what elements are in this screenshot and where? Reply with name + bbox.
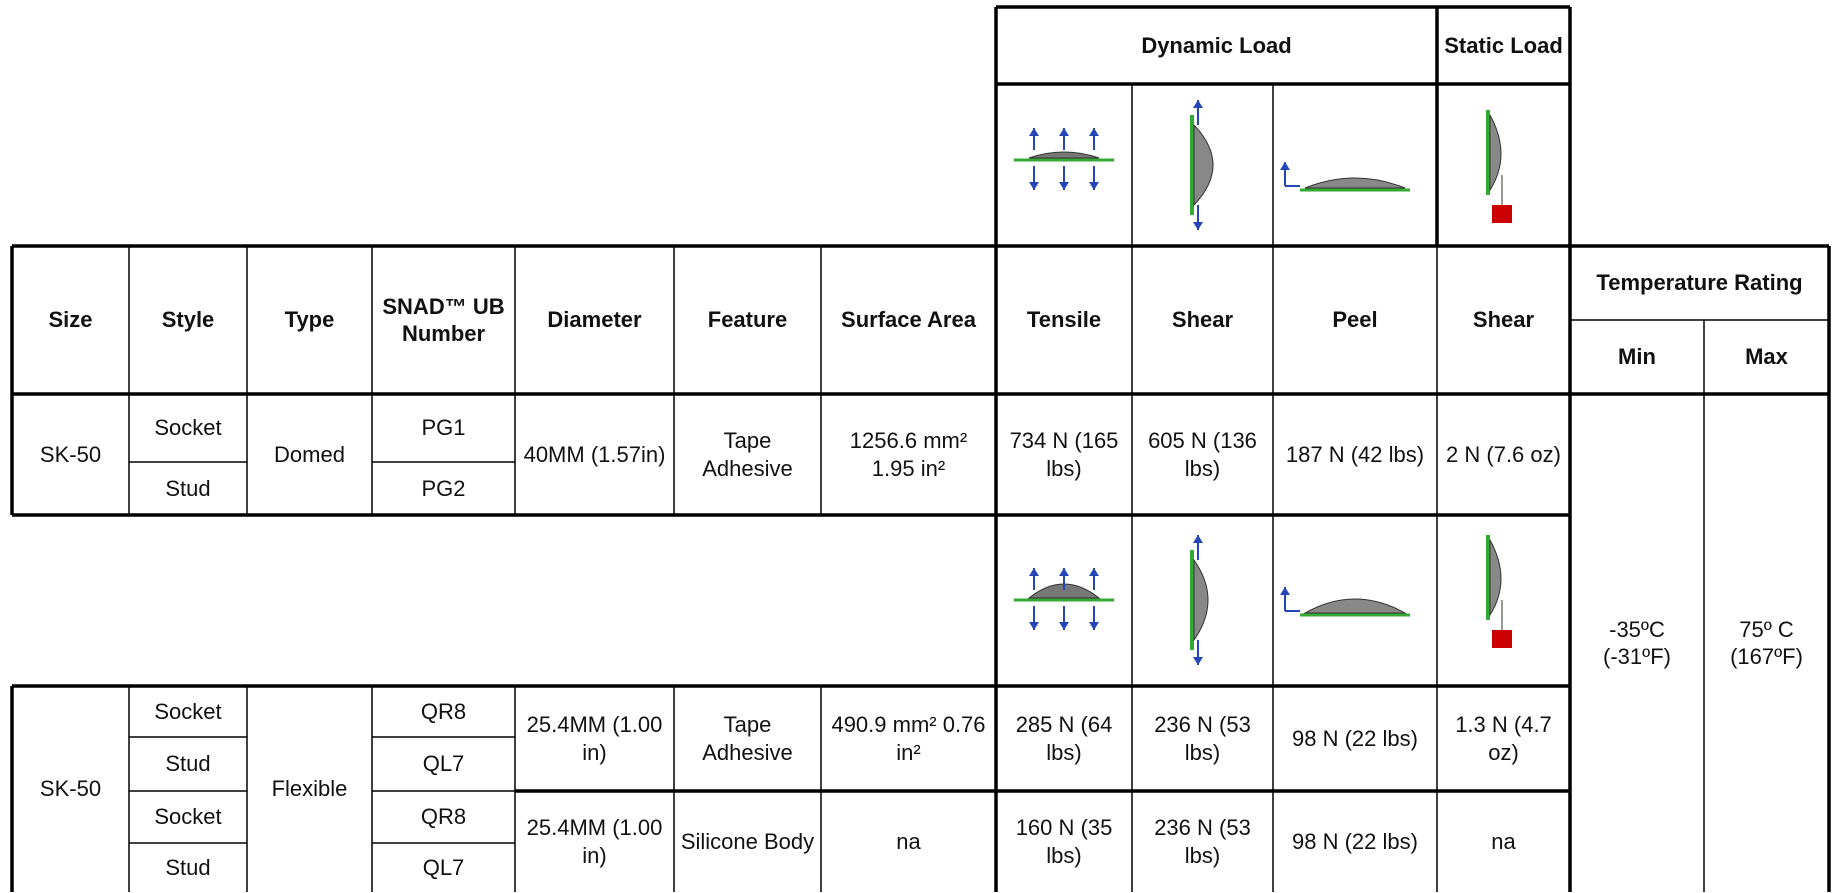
style: Stud — [129, 843, 247, 892]
column-header: Temperature Rating — [1570, 246, 1829, 320]
column-header: Min — [1570, 320, 1704, 394]
column-header: Style — [129, 246, 247, 394]
column-header: Shear — [1437, 246, 1570, 394]
feature: Tape Adhesive — [674, 686, 821, 791]
part-number: QL7 — [372, 737, 515, 791]
peel: 187 N (42 lbs) — [1273, 394, 1437, 515]
column-header: Size — [12, 246, 129, 394]
column-header: Max — [1704, 320, 1829, 394]
shear: 236 N (53 lbs) — [1132, 686, 1273, 791]
temperature-max: 75º C (167ºF) — [1704, 394, 1829, 892]
diameter: 40MM (1.57in) — [515, 394, 674, 515]
shear: 236 N (53 lbs) — [1132, 791, 1273, 892]
column-header: Peel — [1273, 246, 1437, 394]
style: Stud — [129, 737, 247, 791]
load-icon — [1280, 162, 1410, 190]
style: Socket — [129, 686, 247, 737]
diameter: 25.4MM (1.00 in) — [515, 791, 674, 892]
tensile: 734 N (165 lbs) — [996, 394, 1132, 515]
temperature-min: -35ºC (-31ºF) — [1570, 394, 1704, 892]
peel: 98 N (22 lbs) — [1273, 686, 1437, 791]
column-header: Diameter — [515, 246, 674, 394]
surface-area: na — [821, 791, 996, 892]
static-shear: 2 N (7.6 oz) — [1437, 394, 1570, 515]
static-shear: na — [1437, 791, 1570, 892]
feature: Tape Adhesive — [674, 394, 821, 515]
size: SK-50 — [12, 394, 129, 515]
load-icon — [1488, 535, 1512, 648]
group-header: Dynamic Load — [996, 7, 1437, 84]
load-icon — [1192, 100, 1213, 230]
part-number: PG1 — [372, 394, 515, 462]
static-shear: 1.3 N (4.7 oz) — [1437, 686, 1570, 791]
type: Domed — [247, 394, 372, 515]
column-header: SNAD™ UB Number — [372, 246, 515, 394]
tensile: 160 N (35 lbs) — [996, 791, 1132, 892]
part-number: PG2 — [372, 462, 515, 515]
part-number: QR8 — [372, 791, 515, 843]
column-header: Surface Area — [821, 246, 996, 394]
diameter: 25.4MM (1.00 in) — [515, 686, 674, 791]
load-icon — [1014, 128, 1114, 190]
group-header: Static Load — [1437, 7, 1570, 84]
load-icon — [1488, 110, 1512, 223]
style: Socket — [129, 394, 247, 462]
surface-area: 1256.6 mm² 1.95 in² — [821, 394, 996, 515]
style: Stud — [129, 462, 247, 515]
part-number: QR8 — [372, 686, 515, 737]
load-icon — [1280, 587, 1410, 615]
load-icon — [1014, 568, 1114, 630]
feature: Silicone Body — [674, 791, 821, 892]
page: Dynamic LoadStatic Load SizeStyleTypeSNAD… — [0, 0, 1836, 893]
size: SK-50 — [12, 686, 129, 892]
tensile: 285 N (64 lbs) — [996, 686, 1132, 791]
column-header: Shear — [1132, 246, 1273, 394]
part-number: QL7 — [372, 843, 515, 892]
type: Flexible — [247, 686, 372, 892]
column-header: Tensile — [996, 246, 1132, 394]
column-header: Type — [247, 246, 372, 394]
load-icon — [1192, 535, 1208, 665]
shear: 605 N (136 lbs) — [1132, 394, 1273, 515]
column-header: Feature — [674, 246, 821, 394]
peel: 98 N (22 lbs) — [1273, 791, 1437, 892]
style: Socket — [129, 791, 247, 843]
surface-area: 490.9 mm² 0.76 in² — [821, 686, 996, 791]
